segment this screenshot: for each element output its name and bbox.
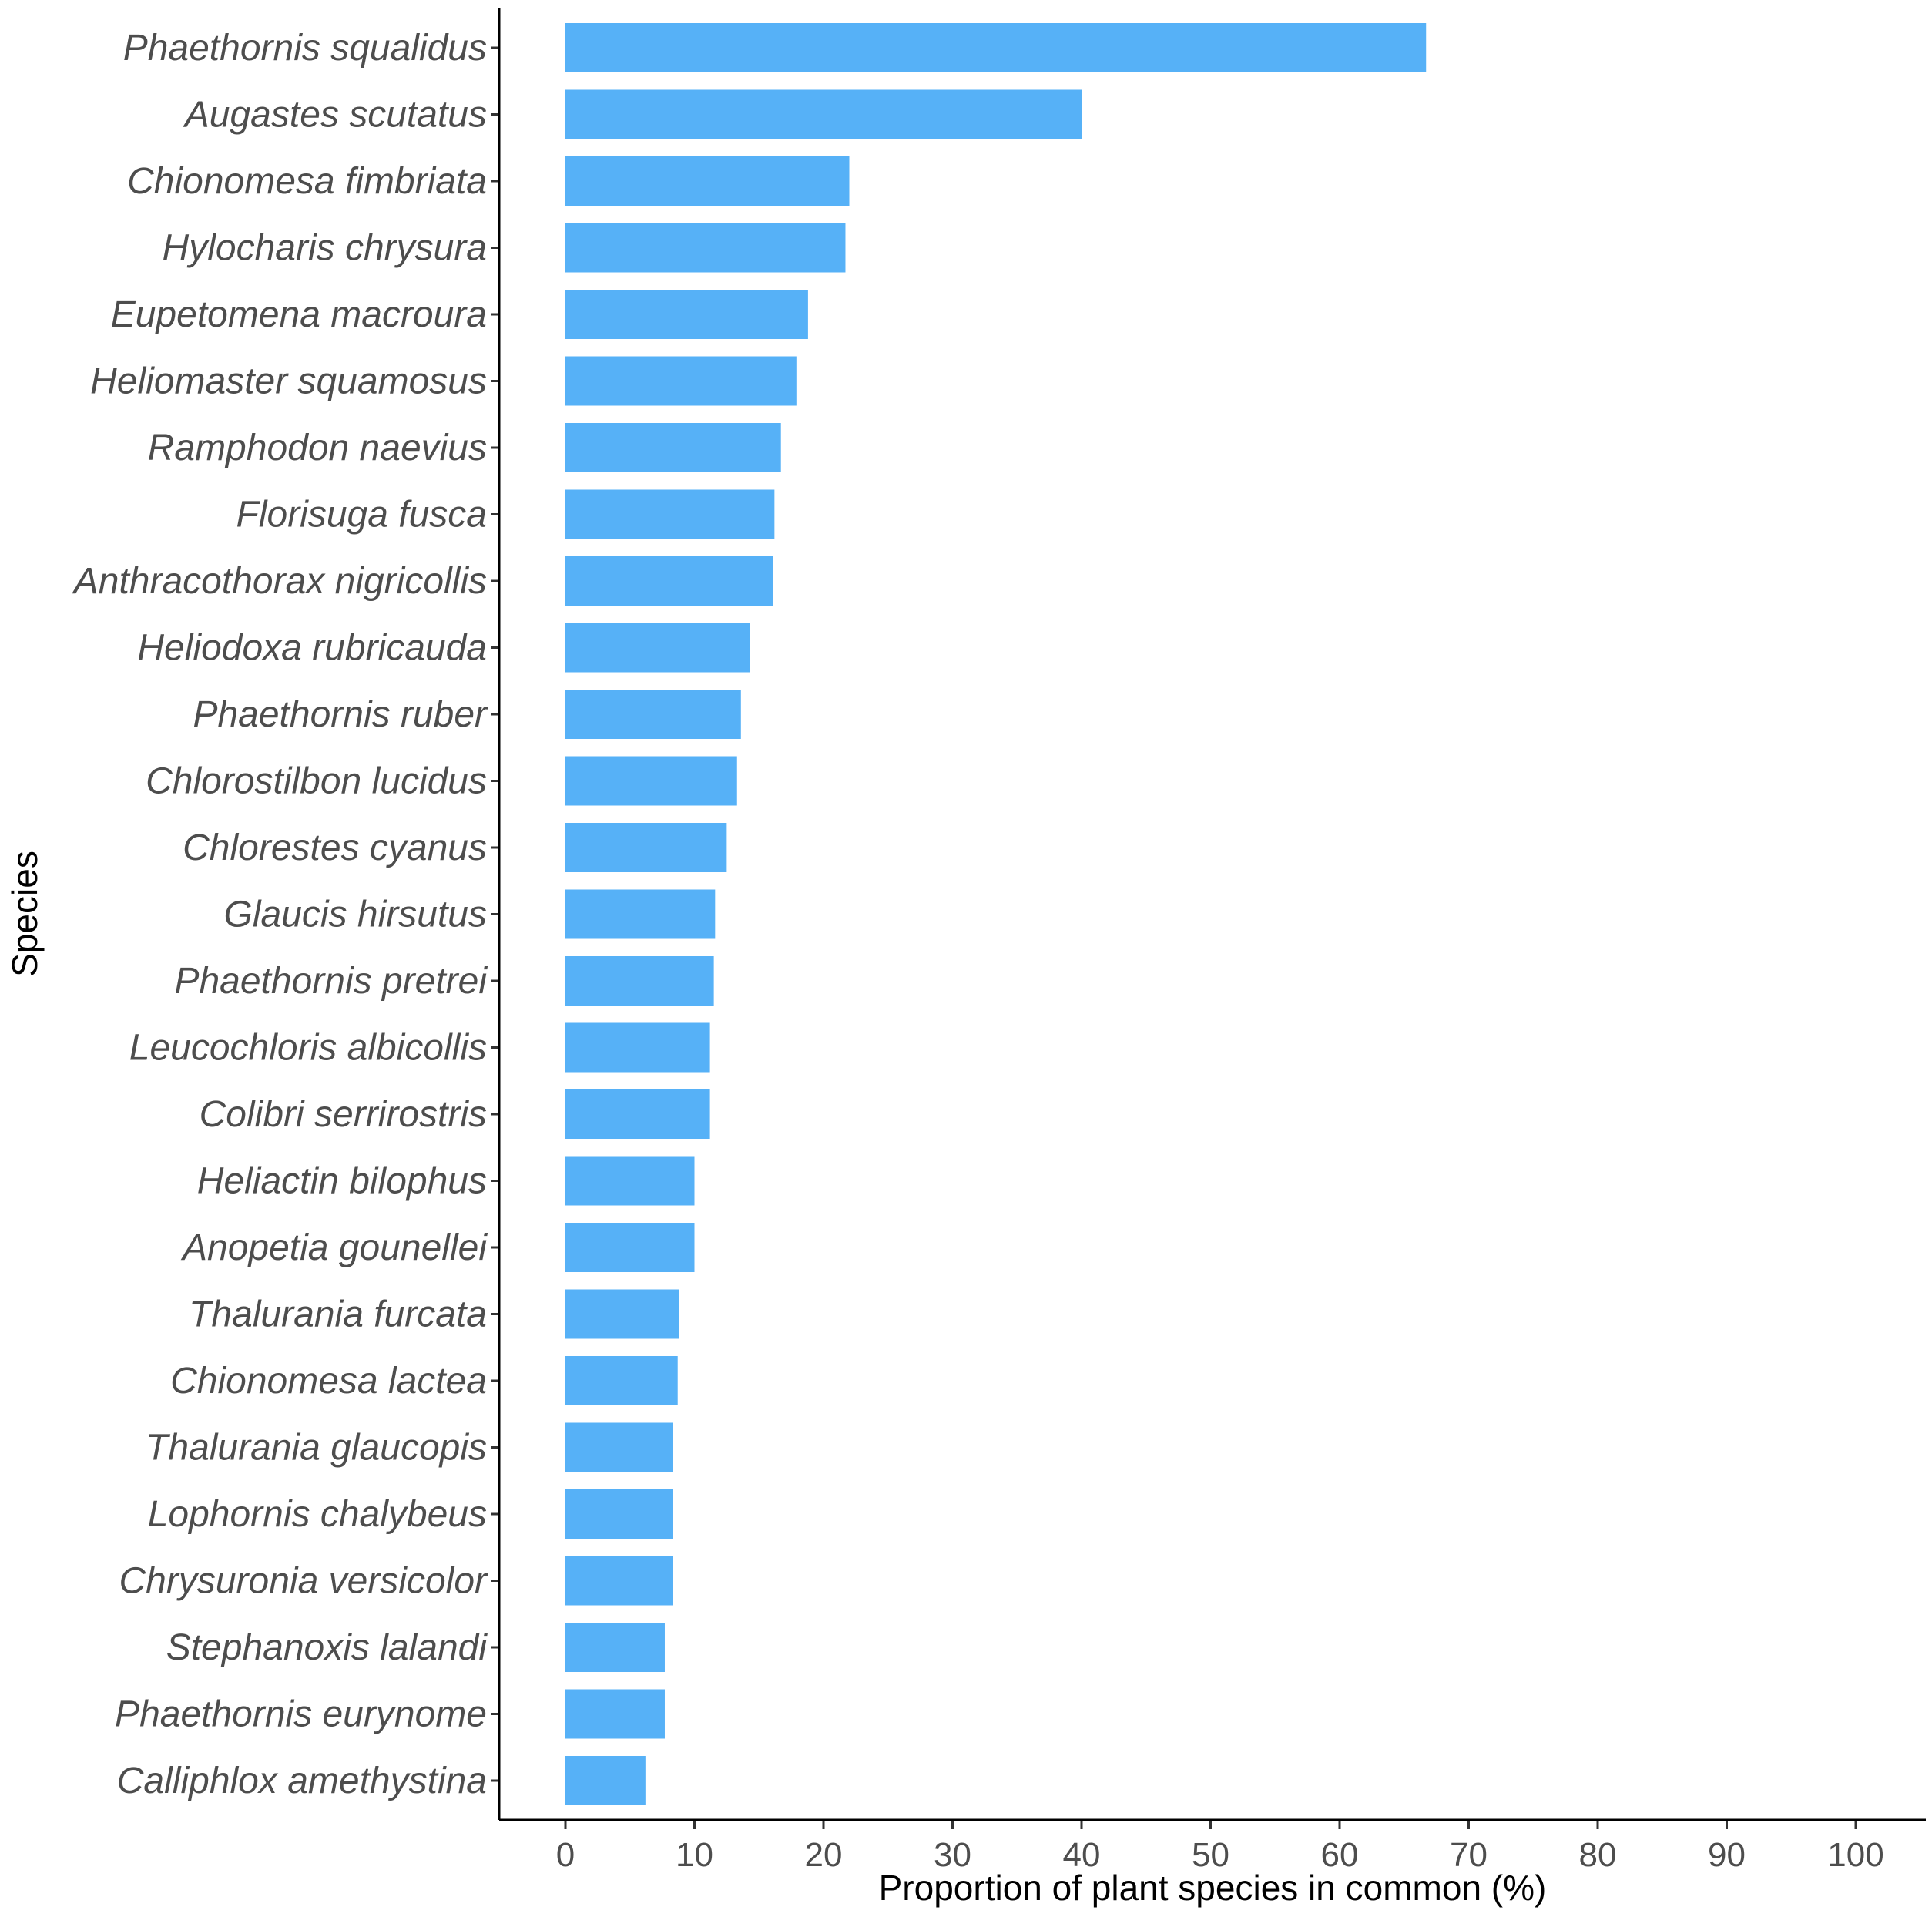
x-tick-label: 80 (1579, 1836, 1617, 1874)
x-tick-label: 20 (805, 1836, 843, 1874)
x-tick-label: 70 (1450, 1836, 1488, 1874)
y-tick-label: Chlorostilbon lucidus (146, 761, 487, 802)
x-tick-label: 40 (1063, 1836, 1101, 1874)
bar (565, 1623, 665, 1672)
bar (565, 1489, 673, 1539)
y-tick-label: Phaethornis ruber (193, 694, 488, 735)
y-tick-label: Chlorestes cyanus (183, 828, 487, 868)
y-tick-label: Ramphodon naevius (148, 428, 487, 468)
y-tick-label: Heliomaster squamosus (90, 361, 487, 402)
bar (565, 89, 1082, 139)
bar (565, 1422, 673, 1472)
bar (565, 223, 846, 273)
bar (565, 690, 741, 739)
bar (565, 1289, 679, 1339)
x-tick-label: 0 (556, 1836, 575, 1874)
y-tick-marks (491, 46, 499, 1782)
x-axis-title: Proportion of plant species in common (%… (879, 1868, 1547, 1908)
x-tick-labels: 0 10 20 30 40 50 60 70 80 90 100 (556, 1836, 1884, 1874)
bar (565, 623, 750, 673)
bar (565, 356, 797, 406)
y-tick-label: Eupetomena macroura (111, 294, 487, 335)
y-tick-label: Thalurania furcata (189, 1294, 487, 1335)
x-tick-label: 100 (1827, 1836, 1883, 1874)
y-tick-label: Anopetia gounellei (180, 1227, 488, 1268)
y-tick-label: Glaucis hirsutus (224, 895, 487, 935)
bar (565, 756, 737, 806)
x-tick-label: 50 (1192, 1836, 1229, 1874)
y-tick-label: Heliactin bilophus (197, 1161, 487, 1202)
y-tick-label: Heliodoxa rubricauda (137, 628, 487, 669)
y-tick-label: Calliphlox amethystina (117, 1761, 487, 1801)
x-tick-marks (564, 1820, 1857, 1829)
y-tick-label: Augastes scutatus (183, 95, 487, 136)
y-tick-labels: Phaethornis squalidus Augastes scutatus Ch… (72, 28, 488, 1801)
x-tick-label: 90 (1708, 1836, 1746, 1874)
bar (565, 1022, 710, 1073)
y-tick-label: Colibri serrirostris (200, 1094, 487, 1135)
bar (565, 1689, 665, 1739)
y-tick-label: Phaethornis squalidus (123, 28, 487, 69)
x-tick-label: 60 (1321, 1836, 1359, 1874)
y-tick-label: Anthracothorax nigricollis (72, 561, 487, 602)
bar (565, 156, 850, 206)
y-tick-label: Leucochloris albicollis (129, 1028, 487, 1069)
bar (565, 1089, 710, 1139)
y-tick-label: Chionomesa fimbriata (127, 161, 487, 202)
y-axis-title: Species (5, 851, 45, 977)
bar (565, 1223, 695, 1272)
y-tick-label: Chrysuronia versicolor (119, 1561, 489, 1602)
y-tick-label: Thalurania glaucopis (146, 1428, 487, 1469)
bar (565, 1356, 678, 1405)
bar (565, 1156, 695, 1206)
y-tick-label: Hylocharis chrysura (163, 228, 487, 269)
bar (565, 23, 1427, 72)
y-tick-label: Lophornis chalybeus (148, 1494, 487, 1535)
bar (565, 290, 808, 339)
bar (565, 1756, 646, 1805)
y-tick-label: Florisuga fusca (236, 495, 487, 535)
bars-group (565, 23, 1427, 1805)
bar (565, 489, 775, 539)
y-tick-label: Stephanoxis lalandi (166, 1627, 488, 1668)
bar (565, 823, 727, 872)
bar (565, 889, 716, 939)
y-tick-label: Phaethornis pretrei (174, 961, 488, 1002)
bar (565, 1556, 673, 1606)
bar (565, 556, 773, 606)
x-tick-label: 10 (676, 1836, 713, 1874)
bar (565, 423, 781, 472)
x-tick-label: 30 (934, 1836, 971, 1874)
bar (565, 956, 714, 1006)
y-tick-label: Chionomesa lactea (170, 1361, 487, 1402)
y-tick-label: Phaethornis eurynome (115, 1694, 487, 1735)
